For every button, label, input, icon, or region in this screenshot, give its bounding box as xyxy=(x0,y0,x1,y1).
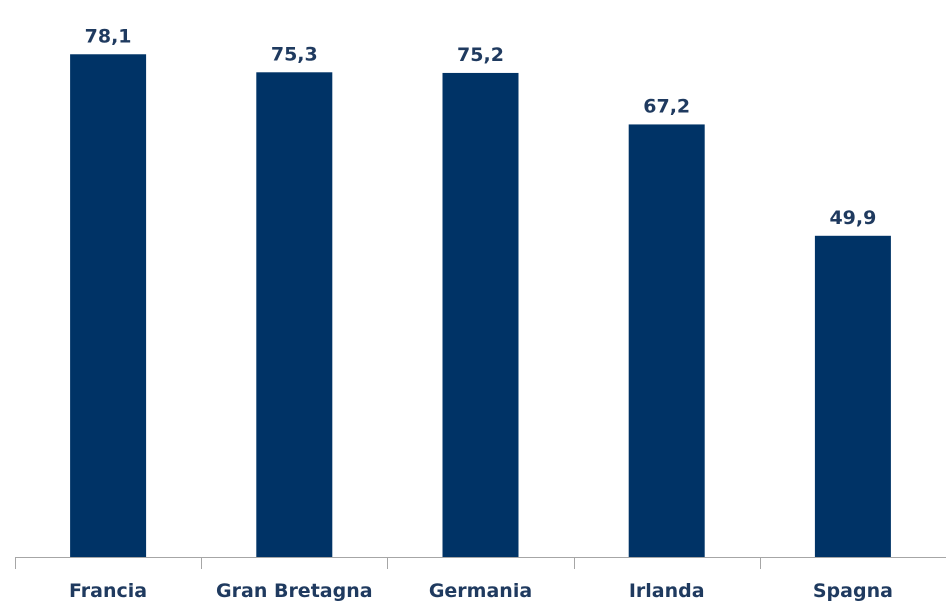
value-labels-group: 78,1 75,3 75,2 67,2 49,9 xyxy=(85,25,877,229)
category-label: Irlanda xyxy=(629,580,705,602)
bar-gran-bretagna xyxy=(256,72,333,558)
category-label: Spagna xyxy=(813,580,893,602)
bar-spagna xyxy=(814,235,891,557)
category-label: Francia xyxy=(69,580,147,602)
value-label: 67,2 xyxy=(643,95,690,117)
category-labels-group: Francia Gran Bretagna Germania Irlanda Spagn… xyxy=(69,580,893,602)
bars-group xyxy=(70,54,891,558)
value-label: 78,1 xyxy=(85,25,132,47)
bar-germania xyxy=(442,72,519,558)
x-axis-ticks-group xyxy=(15,557,761,569)
bar-francia xyxy=(70,54,147,558)
bar-irlanda xyxy=(628,124,705,558)
value-label: 75,2 xyxy=(457,44,504,66)
category-label: Germania xyxy=(429,580,532,602)
value-label: 49,9 xyxy=(829,207,876,229)
value-label: 75,3 xyxy=(271,43,318,65)
category-label: Gran Bretagna xyxy=(216,580,373,602)
